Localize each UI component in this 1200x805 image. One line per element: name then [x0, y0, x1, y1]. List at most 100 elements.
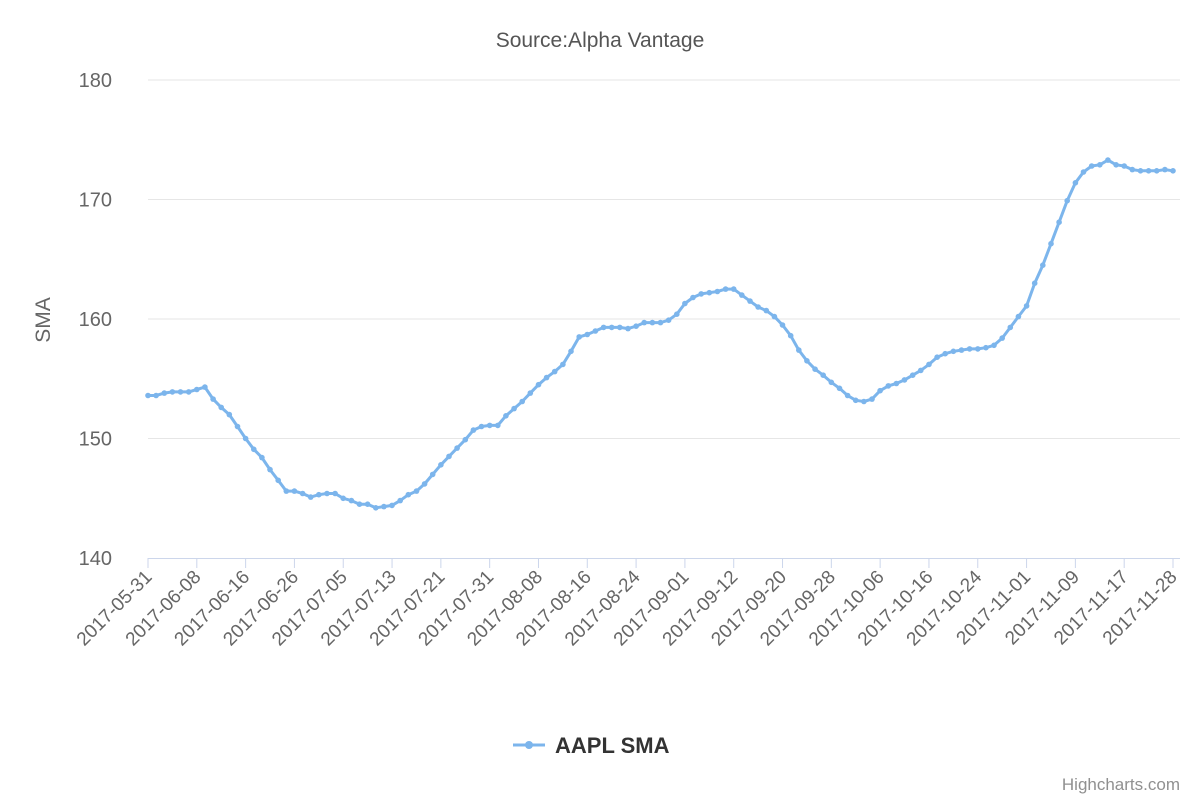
data-point[interactable] — [1048, 240, 1054, 247]
data-point[interactable] — [975, 346, 981, 352]
data-point[interactable] — [991, 342, 997, 349]
data-point[interactable] — [755, 304, 761, 310]
data-point[interactable] — [852, 397, 859, 404]
data-point[interactable] — [560, 361, 566, 368]
data-point[interactable] — [1137, 168, 1144, 174]
data-point[interactable] — [454, 445, 460, 451]
data-point[interactable] — [348, 497, 355, 504]
data-point[interactable] — [584, 331, 591, 338]
data-point[interactable] — [983, 344, 989, 351]
data-point[interactable] — [1056, 219, 1062, 225]
data-point[interactable] — [316, 491, 322, 498]
credits-link[interactable]: Highcharts.com — [1062, 775, 1180, 794]
data-point[interactable] — [307, 494, 314, 500]
data-point[interactable] — [690, 294, 696, 301]
data-point[interactable] — [1031, 280, 1038, 287]
data-point[interactable] — [608, 324, 615, 331]
data-point[interactable] — [1080, 169, 1087, 175]
data-point[interactable] — [1023, 303, 1030, 309]
data-point[interactable] — [145, 392, 151, 399]
data-point[interactable] — [503, 413, 509, 419]
data-point[interactable] — [820, 372, 826, 379]
data-point[interactable] — [153, 392, 159, 399]
data-point[interactable] — [275, 477, 282, 484]
data-point[interactable] — [592, 328, 599, 334]
data-point[interactable] — [763, 307, 770, 314]
data-point[interactable] — [413, 488, 420, 494]
data-point[interactable] — [1097, 162, 1103, 168]
data-point[interactable] — [381, 503, 387, 510]
data-point[interactable] — [1162, 166, 1168, 173]
data-point[interactable] — [446, 453, 452, 460]
legend-item-label[interactable]: AAPL SMA — [555, 733, 670, 758]
data-point[interactable] — [828, 379, 835, 386]
data-point[interactable] — [356, 501, 363, 508]
data-point[interactable] — [1040, 262, 1046, 269]
data-point[interactable] — [804, 358, 810, 364]
data-point[interactable] — [1015, 313, 1022, 320]
data-point[interactable] — [1088, 163, 1095, 169]
data-point[interactable] — [1064, 197, 1070, 204]
data-point[interactable] — [291, 488, 298, 494]
data-point[interactable] — [486, 422, 493, 429]
data-point[interactable] — [478, 423, 485, 430]
data-point[interactable] — [332, 490, 338, 497]
data-point[interactable] — [674, 311, 680, 318]
data-point[interactable] — [901, 377, 908, 383]
data-point[interactable] — [665, 317, 672, 324]
data-point[interactable] — [600, 324, 607, 331]
data-point[interactable] — [861, 398, 867, 405]
data-point[interactable] — [641, 319, 647, 326]
data-point[interactable] — [210, 396, 216, 402]
data-point[interactable] — [1007, 324, 1014, 331]
data-point[interactable] — [698, 291, 704, 297]
data-point[interactable] — [202, 384, 208, 390]
data-point[interactable] — [194, 386, 200, 393]
data-point[interactable] — [1113, 162, 1119, 168]
data-point[interactable] — [543, 374, 550, 381]
data-point[interactable] — [340, 495, 347, 502]
data-point[interactable] — [568, 348, 574, 355]
data-point[interactable] — [739, 292, 745, 298]
data-point[interactable] — [796, 347, 802, 353]
data-point[interactable] — [657, 319, 664, 326]
data-point[interactable] — [218, 404, 224, 411]
data-point[interactable] — [470, 427, 477, 433]
data-point[interactable] — [364, 501, 371, 508]
data-point[interactable] — [779, 322, 786, 328]
data-point[interactable] — [722, 286, 729, 292]
data-point[interactable] — [511, 405, 517, 412]
data-point[interactable] — [836, 385, 843, 392]
data-point[interactable] — [682, 300, 688, 307]
data-point[interactable] — [299, 490, 306, 497]
data-point[interactable] — [730, 286, 737, 292]
data-point[interactable] — [495, 422, 501, 429]
data-point[interactable] — [169, 389, 176, 395]
data-point[interactable] — [1153, 168, 1160, 174]
data-point[interactable] — [462, 436, 469, 443]
data-point[interactable] — [185, 389, 192, 395]
data-point[interactable] — [787, 332, 794, 339]
data-point[interactable] — [177, 389, 184, 395]
data-point[interactable] — [405, 491, 412, 498]
data-point[interactable] — [747, 298, 753, 304]
data-point[interactable] — [242, 435, 249, 442]
data-point[interactable] — [966, 346, 973, 352]
data-point[interactable] — [397, 497, 404, 504]
data-point[interactable] — [429, 471, 436, 478]
data-point[interactable] — [633, 323, 639, 330]
data-point[interactable] — [1072, 180, 1079, 186]
data-point[interactable] — [251, 446, 257, 453]
data-point[interactable] — [893, 380, 900, 387]
data-point[interactable] — [999, 335, 1005, 341]
data-point[interactable] — [421, 481, 428, 487]
data-point[interactable] — [926, 361, 932, 368]
data-point[interactable] — [950, 348, 957, 355]
data-point[interactable] — [1105, 157, 1111, 163]
data-point[interactable] — [1145, 168, 1152, 174]
data-point[interactable] — [844, 392, 851, 399]
legend[interactable]: AAPL SMA — [513, 733, 670, 758]
data-point[interactable] — [1121, 163, 1127, 169]
data-point[interactable] — [161, 390, 168, 396]
data-point[interactable] — [885, 383, 892, 389]
